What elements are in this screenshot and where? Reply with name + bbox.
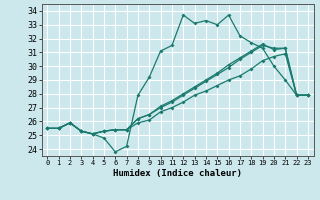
X-axis label: Humidex (Indice chaleur): Humidex (Indice chaleur) — [113, 169, 242, 178]
